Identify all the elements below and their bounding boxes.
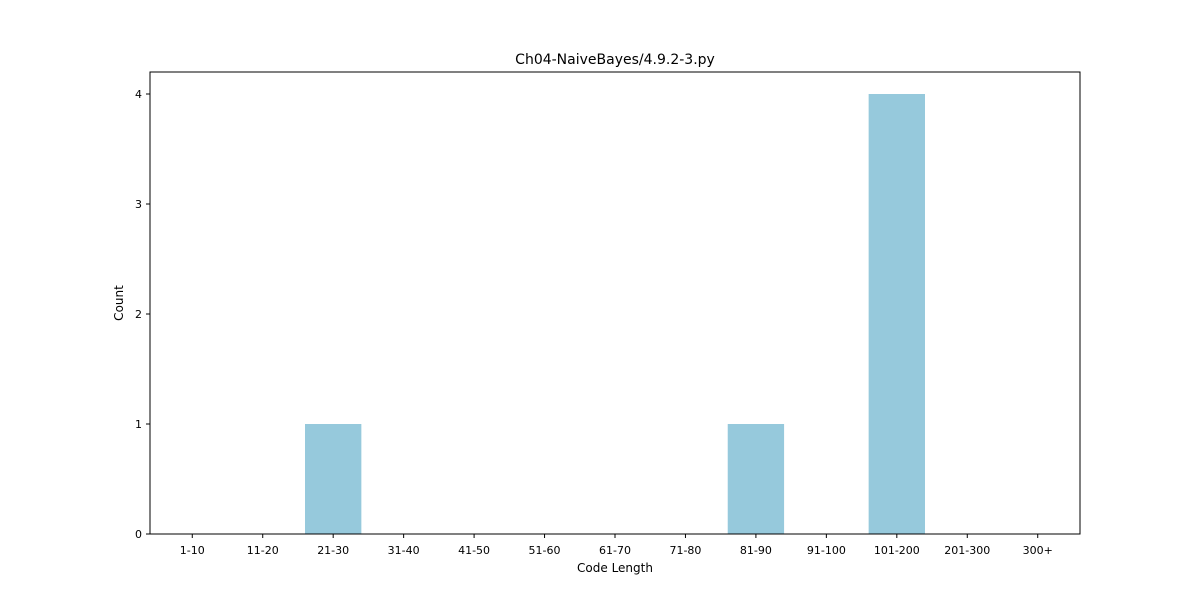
y-tick-label: 4 bbox=[135, 88, 142, 101]
x-tick-label: 61-70 bbox=[599, 544, 631, 557]
y-tick-label: 1 bbox=[135, 418, 142, 431]
x-tick-label: 300+ bbox=[1023, 544, 1053, 557]
plot-frame bbox=[149, 71, 1081, 535]
bar-101-200 bbox=[868, 94, 925, 534]
x-tick-label: 41-50 bbox=[458, 544, 490, 557]
y-axis-ticks: 0 1 2 3 4 bbox=[135, 88, 150, 541]
x-axis-label: Code Length bbox=[577, 561, 653, 575]
x-tick-label: 81-90 bbox=[740, 544, 772, 557]
x-tick-label: 101-200 bbox=[874, 544, 920, 557]
x-tick-label: 21-30 bbox=[317, 544, 349, 557]
x-tick-label: 1-10 bbox=[180, 544, 205, 557]
y-tick-label: 3 bbox=[135, 198, 142, 211]
y-tick-label: 0 bbox=[135, 528, 142, 541]
x-tick-label: 201-300 bbox=[944, 544, 990, 557]
x-axis-ticks: 1-10 11-20 21-30 31-40 41-50 51-60 61-70 71-80 8… bbox=[180, 534, 1053, 557]
x-tick-label: 51-60 bbox=[529, 544, 561, 557]
axes-layer bbox=[149, 71, 1081, 535]
chart-title: Ch04-NaiveBayes/4.9.2-3.py bbox=[515, 52, 715, 68]
x-tick-label: 11-20 bbox=[247, 544, 279, 557]
y-tick-label: 2 bbox=[135, 308, 142, 321]
bars-layer bbox=[305, 94, 925, 534]
y-axis-label: Count bbox=[112, 285, 126, 321]
x-tick-label: 31-40 bbox=[388, 544, 420, 557]
bar-21-30 bbox=[305, 424, 362, 534]
bar-81-90 bbox=[727, 424, 785, 534]
x-tick-label: 71-80 bbox=[669, 544, 701, 557]
x-tick-label: 91-100 bbox=[807, 544, 846, 557]
